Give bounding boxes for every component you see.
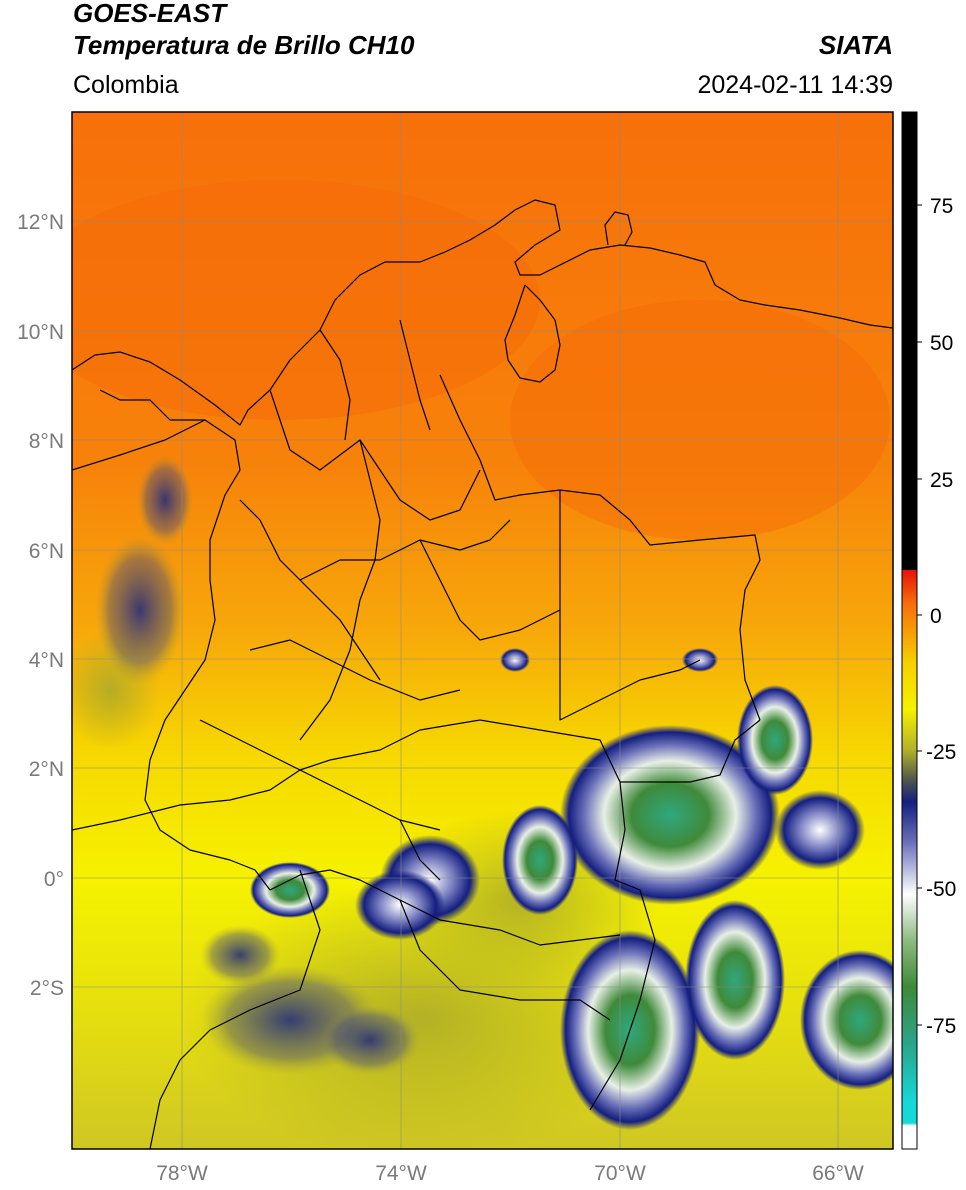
longitude-axis: 78°W 74°W 70°W 66°W <box>156 1162 864 1185</box>
coastlines-borders <box>72 199 893 1149</box>
map-area <box>72 112 893 1149</box>
lat-label: 4°N <box>29 649 64 672</box>
product-title: Temperatura de Brillo CH10 <box>73 30 415 60</box>
convective-cloud <box>737 685 813 795</box>
satellite-title: GOES-EAST <box>73 0 227 28</box>
gridlines <box>72 112 893 1149</box>
institution-label: SIATA <box>818 30 893 60</box>
cloud-patch <box>320 1005 420 1075</box>
lon-label: 74°W <box>375 1162 427 1185</box>
lat-label: 6°N <box>29 540 64 563</box>
colorbar-gradient <box>902 570 917 1149</box>
lon-label: 78°W <box>156 1162 208 1185</box>
region-label: Colombia <box>73 71 179 99</box>
convective-cloud <box>250 862 330 918</box>
cloud-patch <box>95 535 185 685</box>
cloud-patch <box>200 925 280 985</box>
colorbar-tick: 0 <box>930 605 942 628</box>
colorbar-tick: 50 <box>930 332 953 355</box>
colorbar-tick: -25 <box>926 741 956 764</box>
lat-label: 2°N <box>29 758 64 781</box>
lat-label: 8°N <box>29 430 64 453</box>
map-frame <box>71 111 894 1150</box>
colorbar-tick: 75 <box>930 195 953 218</box>
convective-cloud <box>355 870 445 940</box>
colorbar-tick: 25 <box>930 469 953 492</box>
convective-cloud <box>500 648 530 672</box>
convective-cloud <box>685 900 785 1060</box>
datetime-label: 2024-02-11 14:39 <box>697 71 893 99</box>
colorbar-frame <box>901 111 918 1150</box>
convective-cloud <box>502 805 578 915</box>
colorbar: 75 50 25 0 -25 -50 -75 <box>901 111 956 1150</box>
latitude-axis: 12°N 10°N 8°N 6°N 4°N 2°N 0° 2°S <box>17 211 64 1000</box>
lon-label: 70°W <box>594 1162 646 1185</box>
convective-cloud <box>560 725 780 905</box>
lon-label: 66°W <box>812 1162 864 1185</box>
convective-cloud <box>800 950 893 1090</box>
convective-cloud <box>775 790 865 870</box>
colorbar-warm-segment <box>902 112 917 570</box>
lat-label: 10°N <box>17 321 64 344</box>
cloud-patch <box>137 455 193 545</box>
colorbar-tick: -75 <box>926 1015 956 1038</box>
colorbar-tick: -50 <box>926 878 956 901</box>
lat-label: 0° <box>44 868 64 891</box>
lat-label: 12°N <box>17 211 64 234</box>
lat-label: 2°S <box>30 977 64 1000</box>
